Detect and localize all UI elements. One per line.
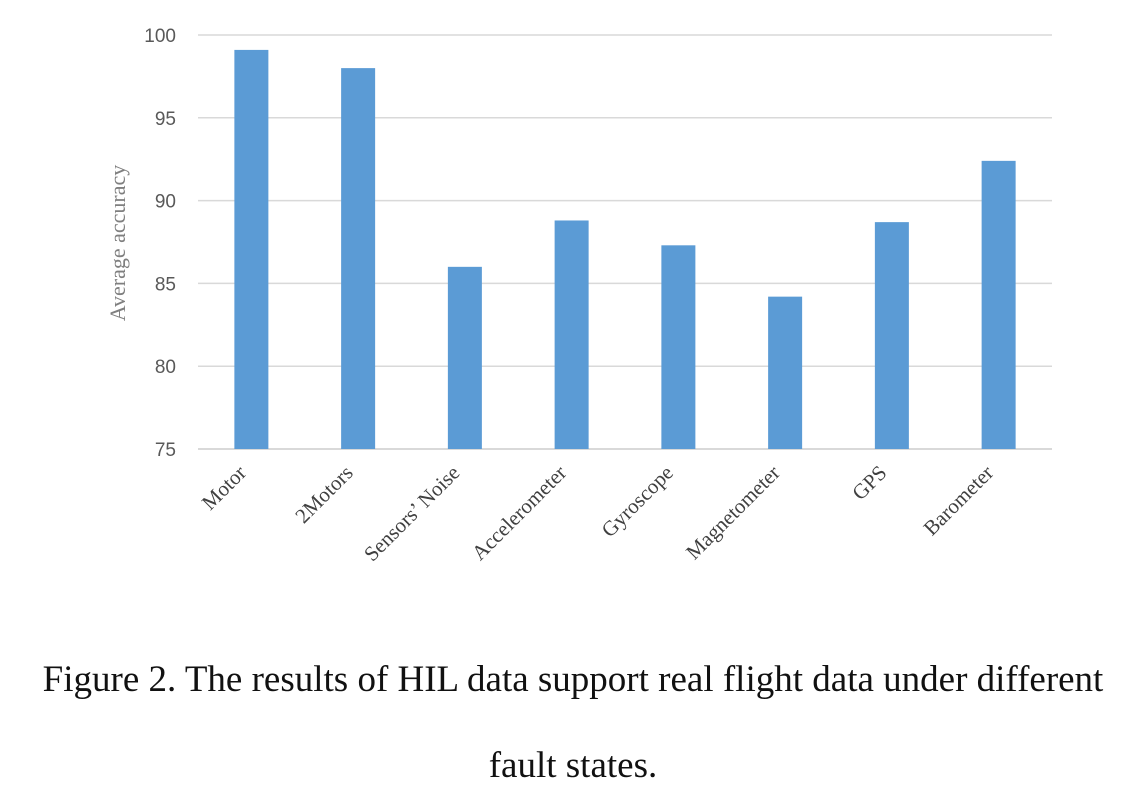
x-category-label: GPS xyxy=(847,461,891,505)
y-tick-label: 95 xyxy=(155,109,176,130)
y-tick-label: 75 xyxy=(155,440,176,461)
y-tick-label: 90 xyxy=(155,192,176,213)
y-tick-labels: 75 80 85 90 95 100 xyxy=(144,26,176,461)
figure-caption-line-2: fault states. xyxy=(488,745,658,786)
y-tick-label: 85 xyxy=(155,274,176,295)
x-category-label: Gyroscope xyxy=(597,461,678,542)
x-category-label: Motor xyxy=(197,461,251,515)
bar-magnetometer xyxy=(768,296,803,449)
x-category-label: Accelerometer xyxy=(467,461,571,565)
y-tick-label: 80 xyxy=(155,357,176,378)
bar-motor xyxy=(234,49,269,450)
bar-2motors xyxy=(341,68,376,450)
figure-caption-line-1: Figure 2. The results of HIL data suppor… xyxy=(42,659,1104,700)
x-category-label: Sensors’ Noise xyxy=(359,461,464,566)
bar-accelerometer xyxy=(554,220,589,449)
y-tick-label: 100 xyxy=(144,26,176,47)
x-category-label: 2Motors xyxy=(290,461,357,528)
bar-chart: 75 80 85 90 95 100 Motor 2Motors Sensors’ Noise… xyxy=(105,26,1052,566)
bar-barometer xyxy=(981,160,1016,449)
bar-sensors-noise xyxy=(447,266,482,449)
x-category-labels: Motor 2Motors Sensors’ Noise Accelerometer G… xyxy=(197,461,998,566)
bar-gps xyxy=(874,222,909,449)
gridlines xyxy=(198,34,1052,450)
bar-gyroscope xyxy=(661,245,696,449)
y-axis-label: Average accuracy xyxy=(105,165,130,322)
bars xyxy=(234,49,1016,450)
x-category-label: Barometer xyxy=(919,461,999,541)
x-category-label: Magnetometer xyxy=(681,461,785,565)
